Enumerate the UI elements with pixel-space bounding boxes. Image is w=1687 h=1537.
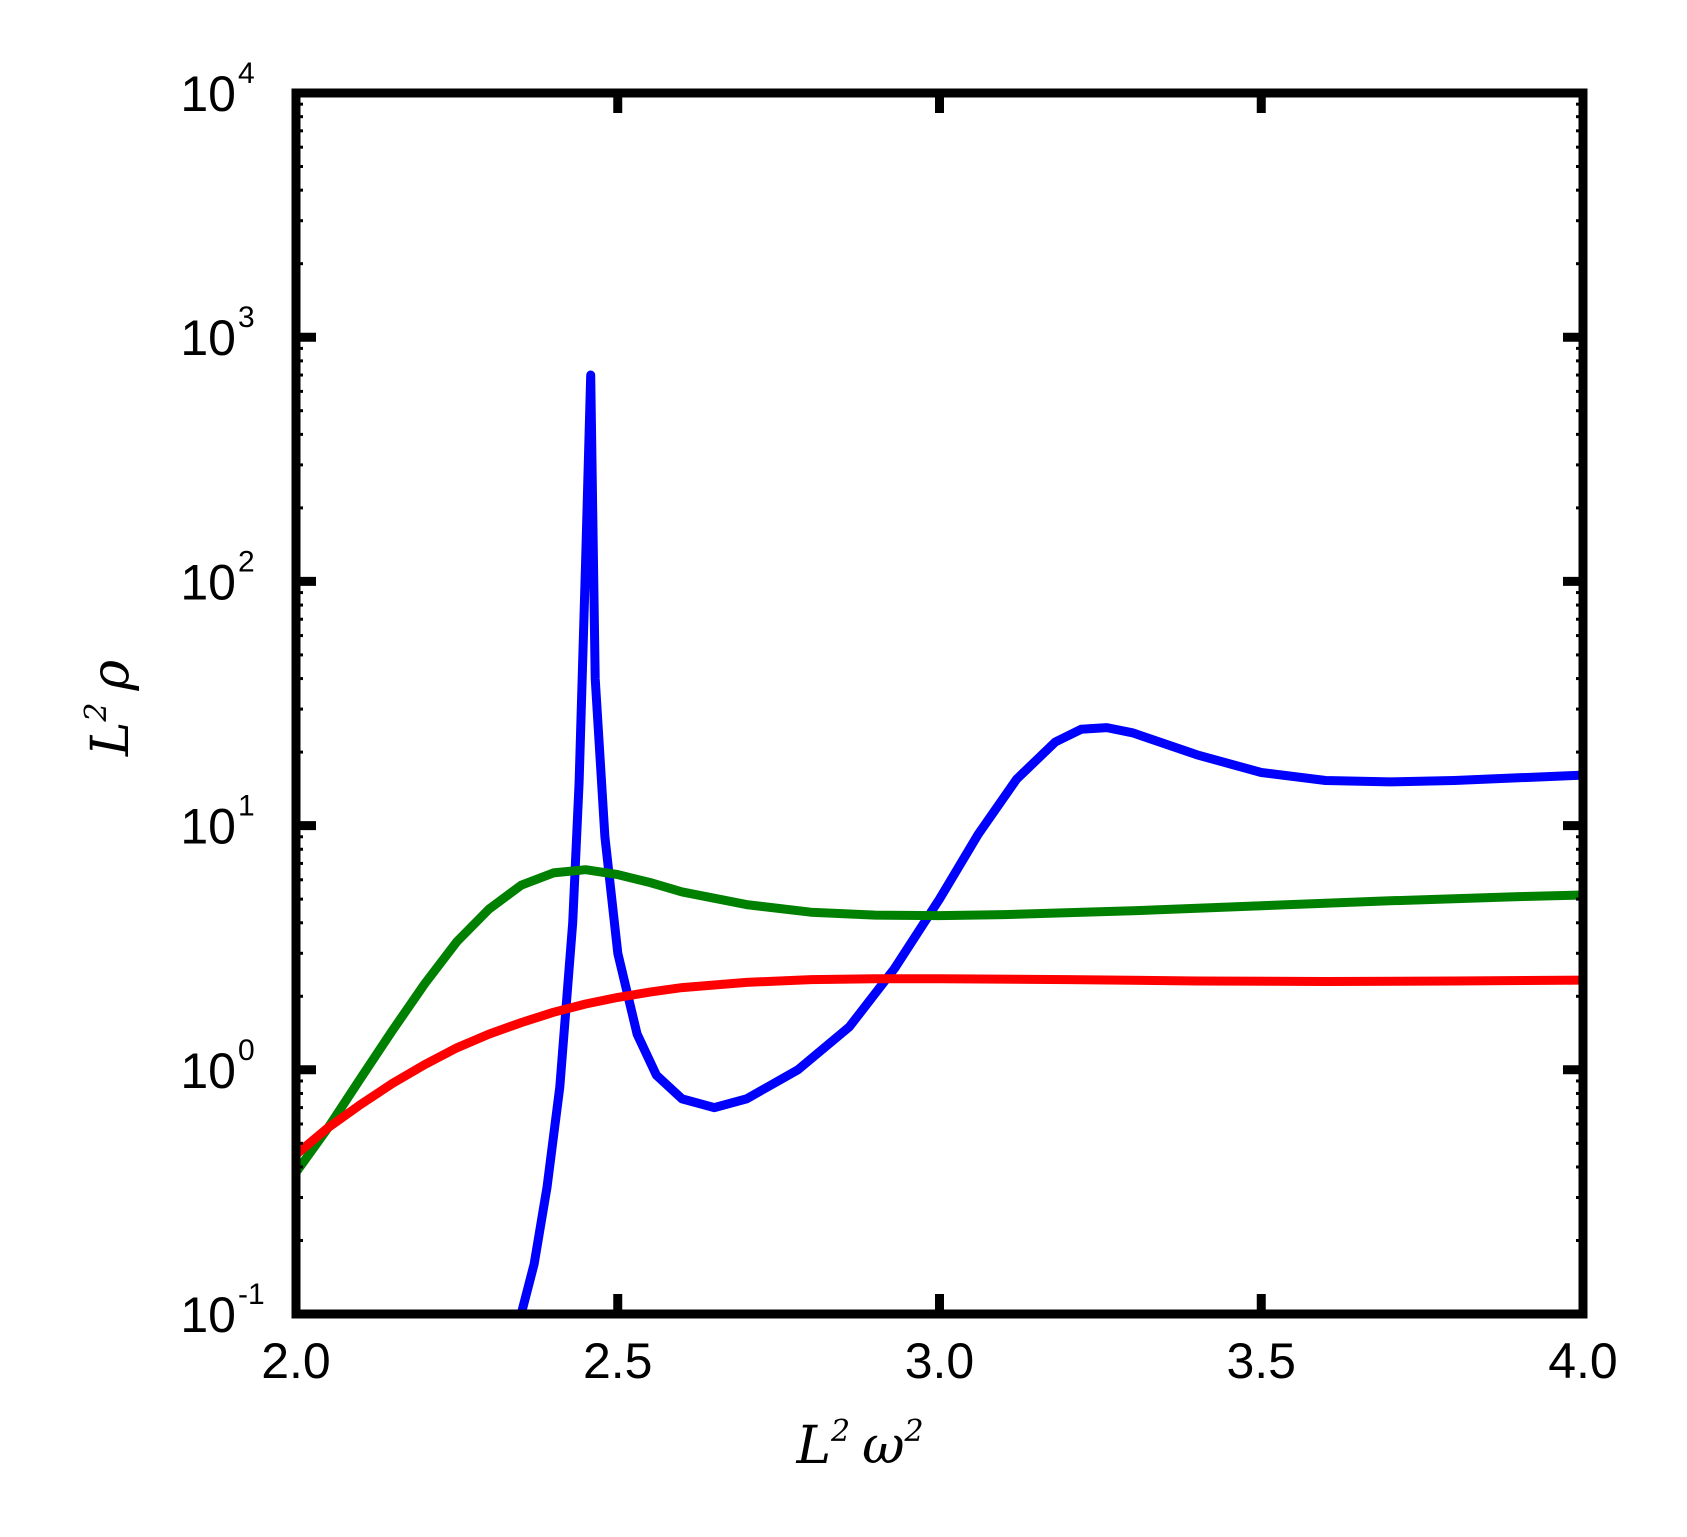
- x-tick-label: 4.0: [1548, 1333, 1618, 1389]
- y-tick-exponent: 1: [238, 790, 255, 823]
- y-tick-exponent: 2: [238, 545, 255, 578]
- x-tick-label: 3.0: [905, 1333, 975, 1389]
- series-line-3: [296, 974, 1583, 1158]
- x-tick-label: 2.0: [261, 1333, 331, 1389]
- x-tick-label: 3.5: [1226, 1333, 1296, 1389]
- y-tick-label: 10: [180, 66, 236, 122]
- y-tick-label: 10: [180, 1043, 236, 1099]
- y-tick-exponent: 4: [238, 57, 255, 90]
- plot-curves: [296, 370, 1583, 1314]
- series-line-1: [516, 370, 1583, 1314]
- y-tick-label: 10: [180, 310, 236, 366]
- x-tick-label: 2.5: [583, 1333, 653, 1389]
- x-tick-labels: 2.0 2.5 3.0 3.5 4.0: [261, 1333, 1618, 1389]
- y-tick-label: 10: [180, 1287, 236, 1343]
- y-tick-label: 10: [180, 554, 236, 610]
- x-axis-label: L2 ω2: [795, 1414, 923, 1476]
- y-axis-label: L2ρ: [79, 659, 141, 757]
- plot-frame: [291, 88, 1588, 1319]
- y-tick-exponent: 3: [238, 301, 255, 334]
- series-line-2: [296, 865, 1583, 1176]
- y-tick-label: 10: [180, 799, 236, 855]
- y-tick-exponent: -1: [238, 1278, 265, 1311]
- y-tick-exponent: 0: [238, 1034, 255, 1067]
- axis-ticks: [296, 93, 1583, 1314]
